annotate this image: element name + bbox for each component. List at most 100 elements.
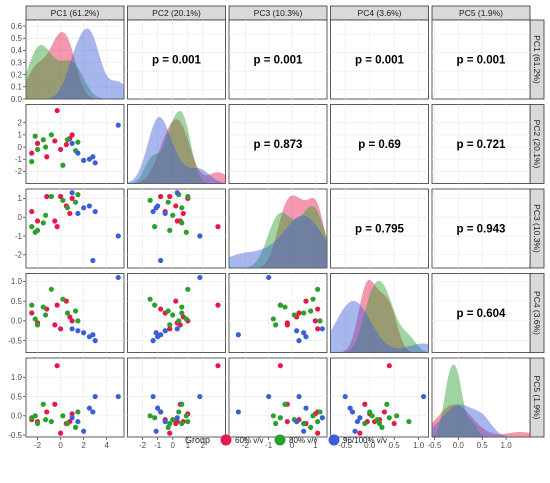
point-96-100-v-v xyxy=(86,203,93,209)
point-80-v-v xyxy=(48,132,54,138)
y-tick-label: 0.3 xyxy=(11,58,23,67)
point-80-v-v xyxy=(170,212,176,218)
point-80-v-v xyxy=(75,192,81,198)
point-60-v-v xyxy=(44,193,50,200)
point-60-v-v xyxy=(277,363,283,369)
point-96-100-v-v xyxy=(235,409,241,415)
top-strip-2: PC2 (20.1%) xyxy=(127,5,226,21)
y-tick-label: -2 xyxy=(15,251,23,260)
point-80-v-v xyxy=(317,318,323,324)
x-axis-col-2: -2 -1 0 1 2 xyxy=(139,437,206,450)
correlation-label: p = 0.873 xyxy=(254,139,303,151)
point-96-100-v-v xyxy=(155,405,161,411)
legend-label: 80% v/v xyxy=(289,436,317,445)
density-96-100-v-v xyxy=(127,117,226,184)
point-96-100-v-v xyxy=(319,326,325,332)
point-80-v-v xyxy=(75,318,81,324)
point-80-v-v xyxy=(60,162,66,168)
legend-label: 60% v/v xyxy=(235,436,263,445)
point-80-v-v xyxy=(40,137,46,143)
x-tick-label: 2 xyxy=(201,441,206,450)
panel-3-3 xyxy=(228,188,328,269)
top-strip-label: PC5 (1.9%) xyxy=(459,8,503,18)
point-60-v-v xyxy=(215,302,221,308)
panel-1-1 xyxy=(25,19,125,100)
x-axis-col-3: -2 -1 0 1 xyxy=(242,437,318,450)
panel-3-4: p = 0.795 xyxy=(330,188,429,269)
point-60-v-v xyxy=(158,306,164,312)
point-80-v-v xyxy=(367,409,373,415)
point-60-v-v xyxy=(69,195,75,201)
point-80-v-v xyxy=(29,302,35,308)
panel-4-2 xyxy=(127,273,226,353)
point-80-v-v xyxy=(165,308,171,314)
point-80-v-v xyxy=(379,424,385,430)
point-80-v-v xyxy=(60,197,66,203)
panel-5-4 xyxy=(330,357,429,438)
density-80-v-v xyxy=(330,280,429,353)
point-80-v-v xyxy=(48,418,54,425)
point-80-v-v xyxy=(75,409,81,415)
point-80-v-v xyxy=(176,409,182,415)
panel-2-2 xyxy=(127,104,226,184)
point-60-v-v xyxy=(357,430,363,436)
point-80-v-v xyxy=(183,229,189,235)
point-60-v-v xyxy=(173,203,179,209)
point-96-100-v-v xyxy=(92,393,98,400)
point-80-v-v xyxy=(147,197,153,203)
point-60-v-v xyxy=(29,310,35,316)
point-80-v-v xyxy=(72,424,79,430)
x-tick-label: -1 xyxy=(154,441,162,450)
correlation-label: p = 0.001 xyxy=(457,55,507,67)
x-tick-label: -0.5 xyxy=(338,441,352,450)
point-96-100-v-v xyxy=(197,233,203,239)
y-tick-label: -0.5 xyxy=(8,431,22,440)
point-80-v-v xyxy=(34,322,41,328)
point-96-100-v-v xyxy=(153,330,159,336)
point-96-100-v-v xyxy=(69,415,75,421)
point-60-v-v xyxy=(69,411,75,417)
panel-background xyxy=(25,19,125,100)
y-tick-label: 0.0 xyxy=(11,412,23,421)
density-80-v-v xyxy=(432,364,530,437)
panel-4-5: p = 0.604 xyxy=(431,273,531,353)
correlation-label: p = 0.795 xyxy=(355,224,405,236)
point-60-v-v xyxy=(52,322,58,328)
point-96-100-v-v xyxy=(90,409,96,415)
density-60-v-v xyxy=(330,279,429,353)
point-96-100-v-v xyxy=(294,418,300,425)
y-tick-label: -2 xyxy=(15,167,23,176)
y-axis-row-2: -2 -1 0 1 2 xyxy=(15,119,26,176)
legend-swatch xyxy=(328,434,340,446)
panel-1-3: p = 0.001 xyxy=(228,19,328,100)
correlation-label: p = 0.001 xyxy=(355,55,405,67)
x-tick-label: -0.5 xyxy=(427,441,441,450)
y-tick-label: 0.6 xyxy=(11,22,23,31)
y-tick-label: -1 xyxy=(15,232,23,241)
point-60-v-v xyxy=(173,298,179,304)
point-80-v-v xyxy=(147,296,153,302)
x-tick-label: 0.5 xyxy=(477,441,489,450)
point-96-100-v-v xyxy=(90,332,96,338)
point-60-v-v xyxy=(315,306,321,312)
point-80-v-v xyxy=(34,146,41,153)
legend-swatch xyxy=(220,434,232,446)
point-60-v-v xyxy=(29,150,35,156)
point-80-v-v xyxy=(167,227,173,233)
point-80-v-v xyxy=(64,310,71,316)
point-80-v-v xyxy=(40,304,46,310)
panel-background xyxy=(127,19,226,100)
density-60-v-v xyxy=(432,404,530,437)
point-60-v-v xyxy=(215,224,221,230)
point-80-v-v xyxy=(40,220,46,226)
point-80-v-v xyxy=(183,316,189,322)
x-tick-label: 0.5 xyxy=(389,441,401,450)
point-96-100-v-v xyxy=(69,190,75,196)
y-tick-label: 0 xyxy=(18,213,23,222)
point-80-v-v xyxy=(48,286,54,292)
x-tick-label: 1.0 xyxy=(501,441,513,450)
x-tick-label: -2 xyxy=(139,441,147,450)
point-80-v-v xyxy=(183,413,189,419)
top-strip-5: PC5 (1.9%) xyxy=(431,5,531,21)
point-80-v-v xyxy=(273,322,279,328)
